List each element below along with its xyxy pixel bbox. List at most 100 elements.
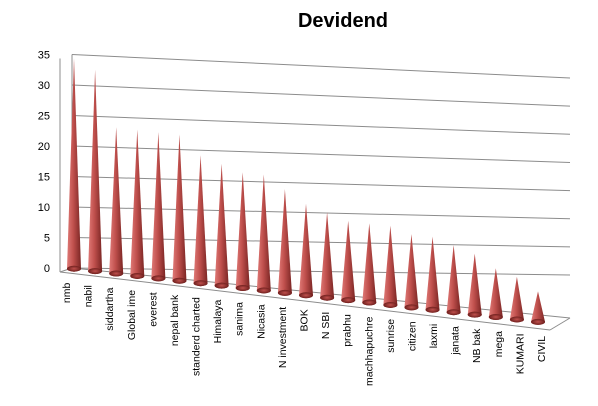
x-tick-label: laxmi bbox=[428, 324, 440, 349]
bar-nicasia bbox=[256, 174, 271, 294]
y-tick-label: 5 bbox=[44, 233, 50, 245]
gridline bbox=[71, 176, 571, 192]
y-tick-label: 35 bbox=[38, 50, 50, 62]
cone-base bbox=[235, 285, 250, 292]
cone-bar bbox=[235, 172, 250, 292]
cone-base bbox=[362, 299, 377, 306]
cone-base bbox=[67, 265, 81, 272]
bar-citizen bbox=[404, 234, 419, 311]
cone-bar bbox=[256, 174, 271, 294]
y-tick-label: 20 bbox=[38, 141, 50, 153]
cone-bar bbox=[425, 236, 440, 313]
chart-title: Devidend bbox=[298, 10, 388, 32]
cone-bar bbox=[67, 58, 81, 272]
cone-bar bbox=[88, 69, 103, 275]
x-tick-label: janata bbox=[450, 326, 462, 356]
y-tick-label: 25 bbox=[38, 111, 50, 123]
bar-bok bbox=[299, 203, 313, 299]
x-tick-label: NB bak bbox=[471, 328, 483, 363]
gridlines bbox=[71, 54, 571, 276]
cone-bar bbox=[488, 268, 503, 321]
x-tick-label: CIVIL bbox=[536, 336, 548, 362]
x-tick-label: citizen bbox=[406, 321, 418, 351]
bar-sanima bbox=[235, 172, 250, 292]
cone-bar bbox=[320, 212, 335, 301]
x-tick-label: mega bbox=[493, 331, 505, 357]
bar-global-ime bbox=[130, 129, 145, 279]
gridline bbox=[71, 115, 571, 135]
bar-janata bbox=[446, 245, 461, 316]
x-tick-label: everest bbox=[147, 292, 159, 327]
x-tick-label: Himalaya bbox=[212, 299, 224, 343]
y-tick-label: 15 bbox=[38, 172, 50, 184]
gridline bbox=[71, 84, 571, 107]
cone-bar bbox=[214, 163, 229, 289]
cone-base bbox=[341, 297, 356, 304]
cone-base bbox=[172, 277, 187, 284]
cone-base bbox=[320, 294, 335, 301]
cone-base bbox=[299, 292, 313, 299]
cone-base bbox=[88, 268, 103, 275]
bar-n-investment bbox=[277, 189, 292, 296]
x-axis-labels: nmb nabil siddartha Global ime everest nepal … bbox=[61, 283, 548, 386]
bar-siddartha bbox=[109, 127, 124, 277]
bar-standerd-charted bbox=[193, 155, 208, 287]
x-tick-label: Nicasia bbox=[255, 304, 267, 339]
floor-front-edge bbox=[59, 271, 551, 331]
cone-bar bbox=[446, 245, 461, 316]
bar-kumari bbox=[509, 276, 524, 323]
y-tick-label: 30 bbox=[38, 80, 50, 92]
cone-bar bbox=[341, 220, 356, 304]
x-tick-label: nmb bbox=[61, 283, 73, 304]
x-tick-label: siddartha bbox=[104, 287, 116, 330]
x-tick-label: standerd charted bbox=[191, 297, 203, 376]
y-axis-ticks: 0 5 10 15 20 25 30 35 bbox=[38, 50, 50, 276]
bar-civil bbox=[531, 291, 545, 325]
y-tick-label: 0 bbox=[44, 263, 50, 275]
cone-bar bbox=[509, 276, 524, 323]
cone-base bbox=[109, 270, 124, 277]
cone-bar bbox=[172, 134, 187, 284]
cone-base bbox=[383, 301, 398, 308]
cone-base bbox=[446, 309, 461, 316]
x-tick-label: Global ime bbox=[126, 290, 138, 340]
x-tick-label: nabil bbox=[83, 285, 95, 307]
gridline bbox=[71, 237, 571, 248]
x-tick-label: nepal bank bbox=[169, 294, 181, 346]
y-tick-label: 10 bbox=[38, 202, 50, 214]
bar-himalaya bbox=[214, 163, 229, 289]
x-tick-label: sanima bbox=[234, 302, 246, 336]
cone-bar bbox=[193, 155, 208, 287]
cone-base bbox=[425, 306, 440, 313]
cone-bar bbox=[151, 131, 166, 282]
cone-base bbox=[531, 318, 545, 325]
bar-n-sbi bbox=[320, 212, 335, 301]
gridline bbox=[71, 54, 571, 79]
cone-base bbox=[277, 289, 292, 296]
x-tick-label: prabhu bbox=[342, 314, 354, 347]
cone-base bbox=[488, 314, 503, 321]
x-tick-label: sunrise bbox=[385, 319, 397, 353]
bar-machhapuchre bbox=[362, 223, 377, 306]
cone-base bbox=[509, 316, 524, 323]
bar-sunrise bbox=[383, 225, 398, 308]
x-tick-label: N SBI bbox=[320, 312, 332, 339]
cone-base bbox=[214, 282, 229, 289]
bar-nabil bbox=[88, 69, 103, 275]
x-tick-label: BOK bbox=[299, 309, 311, 331]
cone-bar bbox=[299, 203, 313, 299]
cone-bar bbox=[404, 234, 419, 311]
cone-bar bbox=[109, 127, 124, 277]
cone-base bbox=[404, 304, 419, 311]
cone-base bbox=[467, 311, 482, 318]
x-tick-label: KUMARI bbox=[514, 333, 526, 374]
gridline bbox=[71, 206, 571, 220]
cone-bar bbox=[277, 189, 292, 296]
x-tick-label: machhapuchre bbox=[363, 316, 375, 386]
floor-right-edge bbox=[549, 317, 571, 331]
cone-bar bbox=[130, 129, 145, 279]
cone-base bbox=[130, 272, 145, 279]
cone-base bbox=[256, 287, 271, 294]
bar-nmb bbox=[67, 58, 81, 272]
bars bbox=[67, 58, 545, 325]
